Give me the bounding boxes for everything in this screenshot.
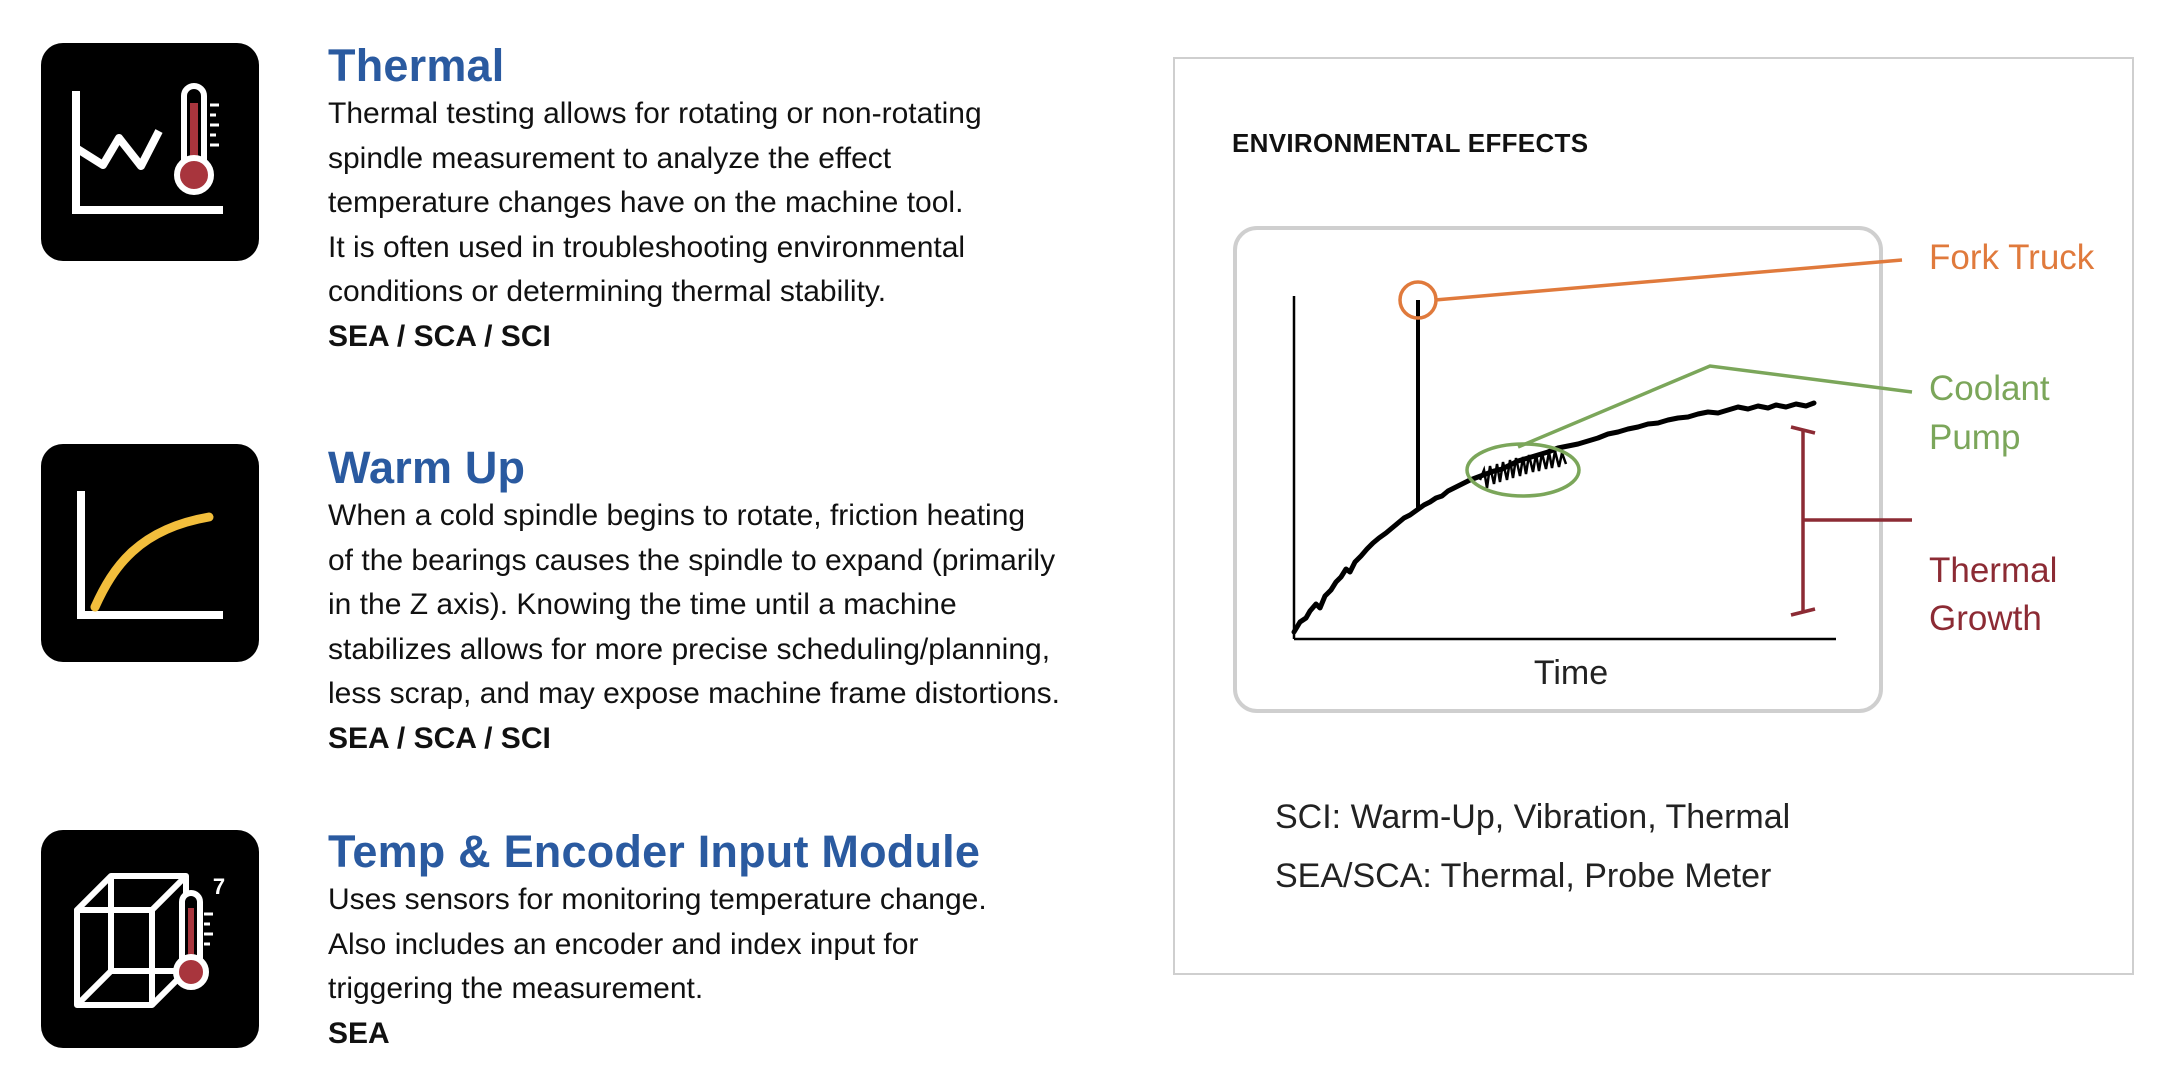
description-line: Thermal testing allows for rotating or n…: [328, 97, 982, 130]
feature-description: When a cold spindle begins to rotate, fr…: [328, 494, 1158, 717]
environmental-effects-panel: [1173, 57, 2134, 975]
cube-thermometer-icon: 7: [41, 830, 259, 1048]
description-line: of the bearings causes the spindle to ex…: [328, 543, 1056, 577]
description-line: temperature changes have on the machine …: [328, 186, 964, 219]
feature-temp-encoder: 7 Temp & Encoder Input Module Uses senso…: [0, 826, 1160, 1086]
product-codes: SEA / SCA / SCI: [328, 319, 551, 353]
product-codes: SEA: [328, 1016, 390, 1050]
panel-note: SEA/SCA: Thermal, Probe Meter: [1275, 857, 1772, 895]
fork-truck-label: Fork Truck: [1929, 238, 2095, 277]
thermal-icon-graphic: [72, 83, 223, 214]
cube-icon-graphic: 7: [74, 873, 225, 1008]
feature-title: Warm Up: [328, 442, 526, 493]
description-line: When a cold spindle begins to rotate, fr…: [328, 499, 1026, 532]
feature-text: Temp & Encoder Input Module Uses sensors…: [328, 826, 1158, 1056]
feature-warm-up: Warm Up When a cold spindle begins to ro…: [0, 442, 1160, 762]
feature-description: Uses sensors for monitoring temperature …: [328, 878, 1158, 1012]
description-line: stabilizes allows for more precise sched…: [328, 632, 1051, 666]
description-line: Uses sensors for monitoring temperature …: [328, 883, 987, 916]
fork-truck-leader: [1434, 258, 1903, 302]
cube-icon-label: 7: [213, 874, 225, 899]
description-line: triggering the measurement.: [328, 972, 704, 1005]
description-line: conditions or determining thermal stabil…: [328, 275, 887, 308]
thermal-growth-label-line2: Growth: [1929, 599, 2042, 638]
feature-title: Temp & Encoder Input Module: [328, 826, 981, 877]
description-line: less scrap, and may expose machine frame…: [328, 677, 1060, 710]
warm-up-curve-icon: [41, 444, 259, 662]
thermal-growth-label-line1: Thermal: [1929, 551, 2057, 590]
x-axis-label: Time: [1534, 654, 1608, 692]
description-line: in the Z axis). Knowing the time until a…: [328, 588, 957, 621]
coolant-pump-vibration: [1478, 448, 1568, 489]
diagram-frame: [1233, 226, 1883, 713]
description-line: Also includes an encoder and index input…: [328, 927, 919, 961]
description-line: It is often used in troubleshooting envi…: [328, 230, 966, 264]
warm-up-icon-graphic: [77, 491, 223, 619]
description-line: spindle measurement to analyze the effec…: [328, 141, 892, 175]
panel-note: SCI: Warm-Up, Vibration, Thermal: [1275, 798, 1791, 836]
feature-text: Thermal Thermal testing allows for rotat…: [328, 40, 1158, 359]
thermal-chart-thermometer-icon: [41, 43, 259, 261]
coolant-pump-label-line1: Coolant: [1929, 369, 2050, 408]
feature-thermal: Thermal Thermal testing allows for rotat…: [0, 40, 1160, 360]
feature-title: Thermal: [328, 40, 505, 91]
thermal-growth-bracket: [1790, 425, 1912, 617]
product-codes: SEA / SCA / SCI: [328, 721, 551, 755]
coolant-pump-leader: [1517, 364, 1913, 449]
feature-text: Warm Up When a cold spindle begins to ro…: [328, 442, 1158, 761]
thermal-growth-curve: [1291, 400, 1817, 635]
coolant-pump-label-line2: Pump: [1929, 418, 2020, 457]
panel-title: ENVIRONMENTAL EFFECTS: [1232, 128, 1589, 158]
feature-description: Thermal testing allows for rotating or n…: [328, 92, 1158, 315]
